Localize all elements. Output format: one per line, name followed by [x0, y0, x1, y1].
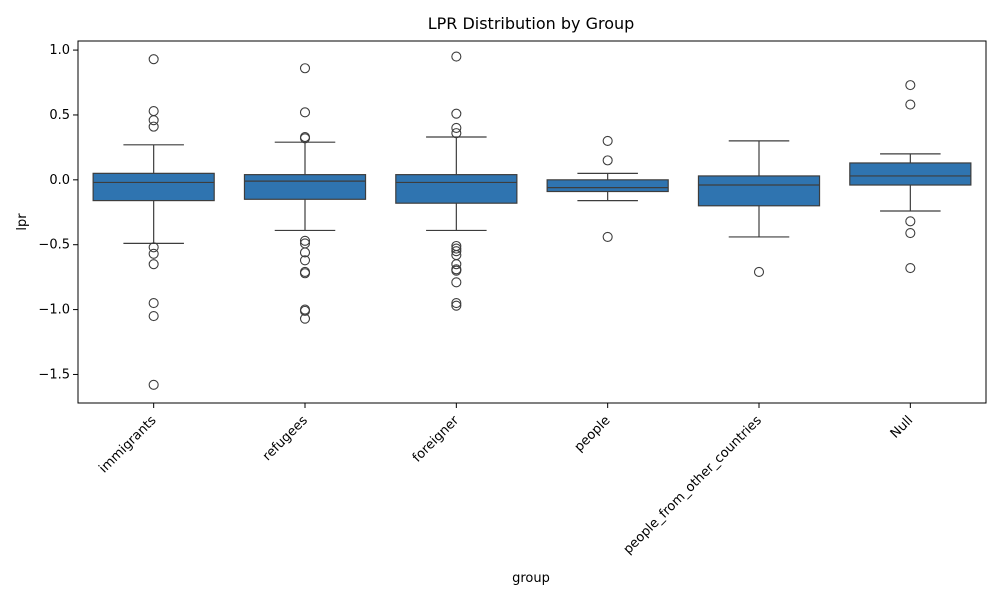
- x-tick-label: refugees: [260, 413, 311, 464]
- outlier-point: [905, 227, 916, 239]
- outlier-point: [451, 298, 462, 309]
- x-tick-label: Null: [888, 413, 916, 441]
- outlier-point: [148, 106, 159, 117]
- box-refugees: [243, 63, 367, 324]
- outlier-point: [753, 266, 765, 278]
- box-people_from_other_countries: [697, 140, 821, 278]
- outlier-point: [451, 122, 462, 133]
- outlier-point: [148, 248, 159, 259]
- box-immigrants: [92, 54, 215, 390]
- iqr-box: [849, 162, 972, 186]
- outlier-point: [299, 255, 311, 266]
- outlier-point: [451, 243, 462, 254]
- outlier-point: [602, 135, 613, 146]
- plot-frame: [77, 40, 987, 404]
- outlier-point: [299, 63, 311, 74]
- box-Null: [849, 80, 972, 274]
- iqr-box: [243, 174, 367, 200]
- outlier-point: [451, 277, 462, 288]
- x-axis: immigrants refugees foreigner people people_…: [96, 403, 916, 557]
- x-tick-label: immigrants: [96, 413, 159, 476]
- chart-title: LPR Distribution by Group: [428, 14, 635, 33]
- outlier-point: [148, 259, 159, 270]
- outlier-point: [299, 268, 311, 279]
- outlier-point: [299, 133, 311, 144]
- outlier-point: [905, 263, 916, 274]
- outlier-point: [451, 246, 462, 257]
- iqr-box: [697, 175, 821, 207]
- box-people: [546, 135, 669, 242]
- outlier-point: [602, 231, 613, 242]
- outlier-point: [905, 99, 916, 110]
- outlier-point: [299, 235, 311, 246]
- y-tick-label: 0.5: [49, 108, 70, 123]
- outlier-point: [451, 128, 462, 139]
- outlier-point: [905, 80, 916, 91]
- y-tick-label: −0.5: [38, 238, 70, 253]
- iqr-box: [546, 179, 669, 193]
- plot-area: [92, 51, 972, 390]
- outlier-point: [299, 313, 311, 324]
- outlier-point: [451, 265, 462, 276]
- outlier-point: [299, 107, 311, 118]
- outlier-point: [451, 300, 462, 311]
- outlier-point: [905, 216, 916, 227]
- outlier-point: [299, 305, 311, 316]
- iqr-box: [395, 174, 518, 204]
- y-tick-label: −1.5: [38, 367, 70, 382]
- y-axis-label: lpr: [15, 213, 30, 231]
- outlier-point: [451, 108, 462, 119]
- outlier-point: [299, 247, 311, 258]
- outlier-point: [451, 259, 462, 270]
- outlier-point: [148, 311, 159, 322]
- iqr-box: [92, 172, 215, 202]
- y-tick-label: 0.0: [49, 173, 70, 188]
- outlier-point: [148, 115, 159, 126]
- outlier-point: [148, 298, 159, 309]
- outlier-point: [148, 242, 159, 253]
- x-tick-label: people: [572, 413, 614, 455]
- outlier-point: [451, 51, 462, 62]
- y-axis: 1.0 0.5 0.0 −0.5 −1.0 −1.5: [38, 43, 78, 382]
- outlier-point: [148, 379, 159, 390]
- y-tick-label: −1.0: [38, 303, 70, 318]
- x-tick-label: people_from_other_countries: [621, 413, 765, 557]
- outlier-point: [148, 54, 159, 65]
- outlier-point: [148, 121, 159, 132]
- outlier-point: [602, 155, 613, 166]
- y-tick-label: 1.0: [49, 43, 70, 58]
- box-foreigner: [395, 51, 518, 311]
- x-tick-label: foreigner: [410, 413, 463, 466]
- x-axis-label: group: [512, 571, 550, 586]
